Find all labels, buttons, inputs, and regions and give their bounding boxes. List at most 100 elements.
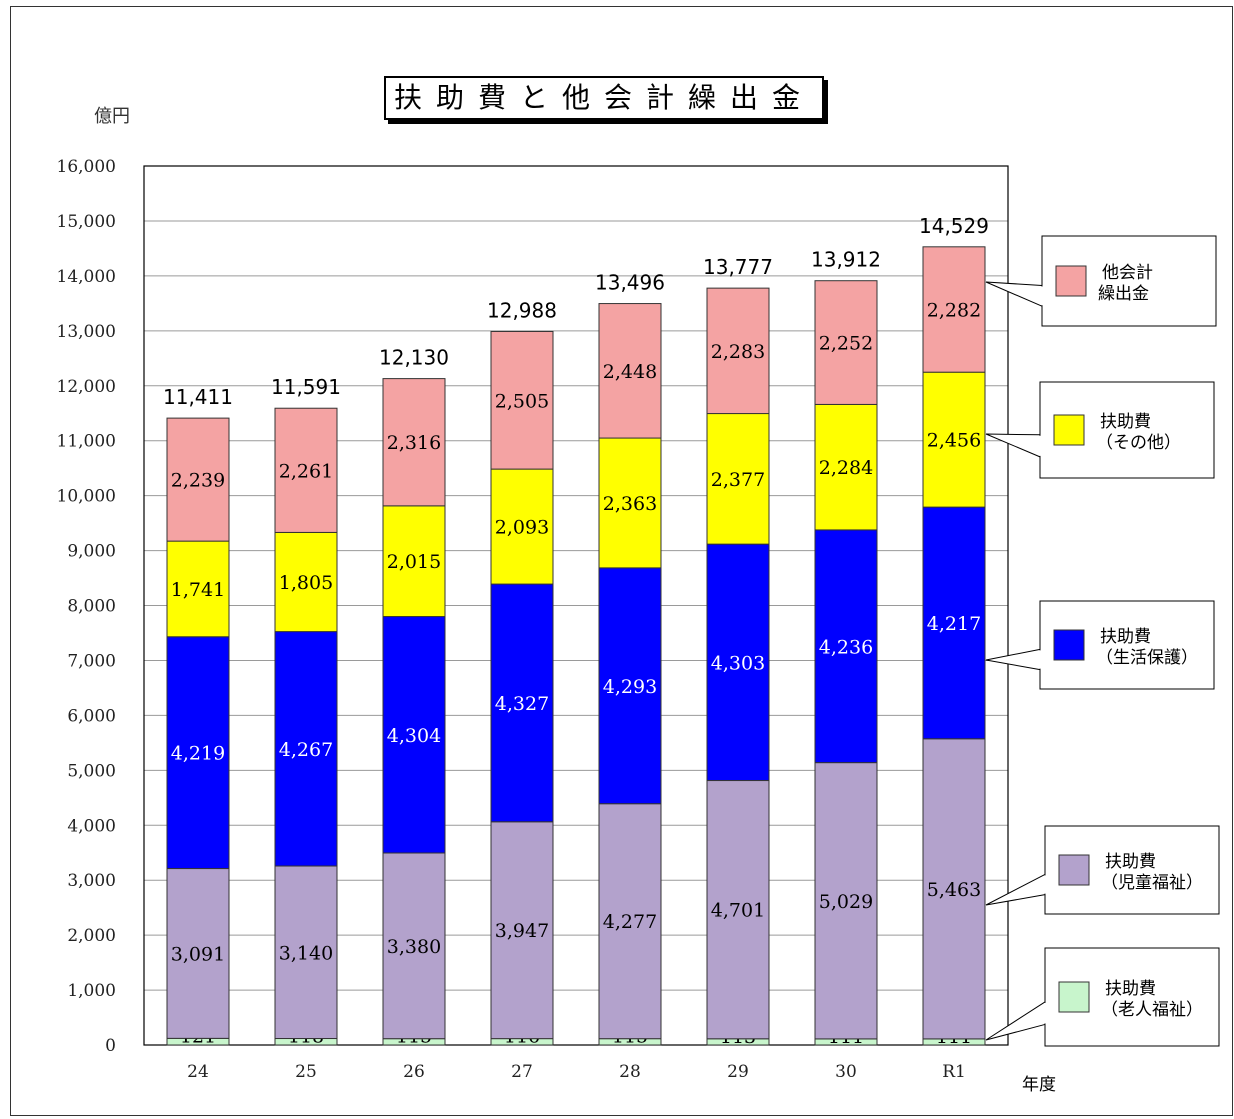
legend-callout-pointer (985, 648, 1041, 671)
x-tick-label: 25 (295, 1062, 317, 1082)
legend-label-line1: 他会計 (1102, 263, 1153, 283)
bar-segment (814, 529, 878, 764)
x-tick-label: R1 (942, 1062, 966, 1082)
bar-segment (922, 246, 986, 373)
bar-value-label: 4,277 (603, 911, 657, 933)
bar-segment (706, 287, 770, 415)
legend-label-line2: 繰出金 (1098, 284, 1149, 304)
bar-segment (922, 738, 986, 1040)
legend-callout-pointer (985, 281, 1043, 307)
bar-value-label: 2,448 (603, 361, 657, 383)
bar-value-label: 1,805 (279, 572, 333, 594)
y-tick-label: 8,000 (67, 597, 116, 617)
bar-segment (274, 631, 338, 867)
legend-label-line2: （その他） (1096, 433, 1181, 453)
bar-total-label: 12,130 (379, 346, 449, 370)
y-tick-label: 9,000 (67, 542, 116, 562)
bar-segment (706, 413, 770, 545)
bar-segment (166, 868, 230, 1039)
bar-value-label: 2,456 (927, 430, 981, 452)
legend-label-line1: 扶助費 (1100, 627, 1151, 647)
legend-label-line1: 扶助費 (1105, 852, 1156, 872)
bar-segment (814, 280, 878, 405)
y-tick-label: 7,000 (67, 651, 116, 671)
chart-title: 扶助費と他会計繰出金 (384, 76, 824, 120)
legend-swatch (1058, 854, 1090, 886)
bar-segment (922, 371, 986, 508)
chart-frame (10, 6, 1233, 1116)
bar-value-label: 2,093 (495, 517, 549, 539)
y-tick-label: 1,000 (67, 981, 116, 1001)
bar-value-label: 2,252 (819, 333, 873, 355)
bar-total-label: 13,496 (595, 271, 665, 295)
x-tick-label: 26 (403, 1062, 425, 1082)
y-tick-label: 4,000 (67, 816, 116, 836)
bar-value-label: 2,015 (387, 551, 441, 573)
y-tick-label: 10,000 (57, 487, 116, 507)
legend-swatch (1055, 265, 1087, 297)
bar-segment (382, 378, 446, 507)
legend-label-line2: （生活保護） (1096, 648, 1198, 668)
bar-value-label: 4,219 (171, 743, 225, 765)
x-tick-label: 28 (619, 1062, 641, 1082)
bar-segment (166, 540, 230, 638)
legend-label-line2: （児童福祉） (1101, 873, 1203, 893)
bar-segment (598, 437, 662, 569)
bar-value-label: 5,463 (927, 879, 981, 901)
y-tick-label: 12,000 (57, 377, 116, 397)
bar-value-label: 2,261 (279, 460, 333, 482)
bar-total-label: 13,777 (703, 255, 773, 279)
bar-segment (814, 762, 878, 1040)
bar-segment (814, 403, 878, 531)
x-tick-label: 29 (727, 1062, 749, 1082)
bar-value-label: 4,701 (711, 900, 765, 922)
bar-segment (490, 821, 554, 1040)
legend-callout-pointer (985, 1001, 1046, 1041)
bar-value-label: 4,293 (603, 676, 657, 698)
bar-value-label: 3,140 (279, 942, 333, 964)
bar-value-label: 4,236 (819, 636, 873, 658)
legend-callout-pointer (985, 433, 1041, 458)
bar-segment (382, 852, 446, 1040)
bar-segment (706, 780, 770, 1040)
bar-value-label: 3,947 (495, 920, 549, 942)
y-tick-label: 13,000 (57, 322, 116, 342)
bar-segment (274, 865, 338, 1040)
bar-segment (598, 567, 662, 805)
bar-total-label: 12,988 (487, 298, 557, 322)
y-tick-label: 15,000 (57, 212, 116, 232)
bar-total-label: 13,912 (811, 248, 881, 272)
bar-segment (598, 303, 662, 439)
x-tick-label: 30 (835, 1062, 857, 1082)
x-tick-label: 27 (511, 1062, 533, 1082)
y-axis-unit-label: 億円 (94, 106, 130, 127)
bar-segment (382, 616, 446, 854)
bar-value-label: 4,217 (927, 613, 981, 635)
legend-swatch (1053, 629, 1085, 661)
legend-label-line2: （老人福祉） (1101, 1000, 1203, 1020)
bar-value-label: 4,304 (387, 725, 441, 747)
bar-value-label: 4,327 (495, 693, 549, 715)
x-axis-unit-label: 年度 (1022, 1075, 1056, 1095)
y-tick-label: 6,000 (67, 706, 116, 726)
bar-segment (166, 636, 230, 870)
legend-swatch (1058, 981, 1090, 1013)
bar-segment (166, 417, 230, 542)
bar-value-label: 3,091 (171, 943, 225, 965)
bar-value-label: 3,380 (387, 936, 441, 958)
y-tick-label: 11,000 (57, 432, 116, 452)
bar-segment (490, 468, 554, 585)
bar-total-label: 14,529 (919, 214, 989, 238)
bar-value-label: 2,282 (927, 299, 981, 321)
bar-value-label: 4,303 (711, 652, 765, 674)
bar-segment (274, 407, 338, 533)
bar-value-label: 2,284 (819, 457, 873, 479)
bar-total-label: 11,591 (271, 375, 341, 399)
x-tick-label: 24 (187, 1062, 209, 1082)
y-tick-label: 16,000 (57, 157, 116, 177)
bar-segment (382, 505, 446, 618)
bar-value-label: 2,316 (387, 432, 441, 454)
y-tick-label: 0 (105, 1036, 116, 1056)
legend-label-line1: 扶助費 (1100, 412, 1151, 432)
